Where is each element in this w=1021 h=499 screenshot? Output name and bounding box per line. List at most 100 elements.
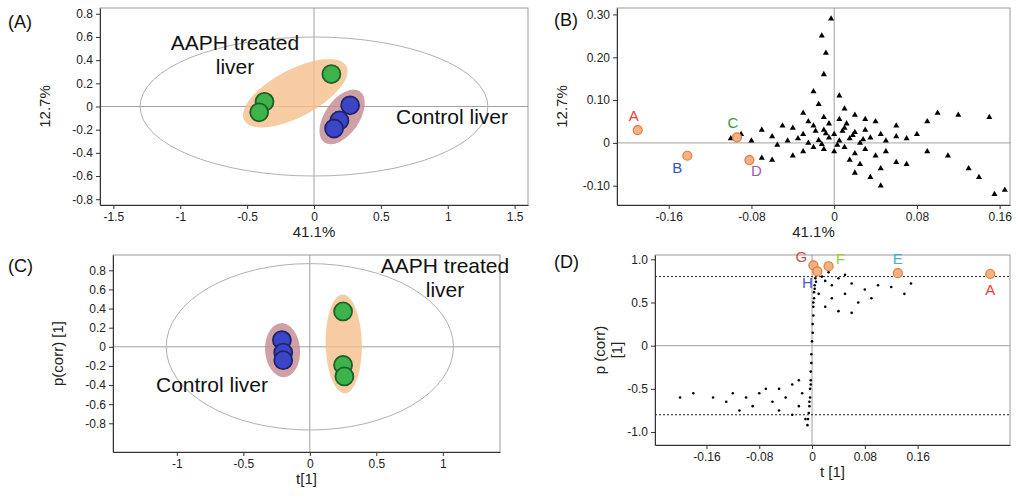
- y-axis-tick: 0.20: [587, 51, 617, 65]
- y-axis-tick-label: 0: [86, 100, 93, 114]
- data-point: [800, 131, 806, 136]
- y-axis-tick: 1.0: [631, 253, 655, 267]
- x-axis-tick: 1.5: [507, 205, 524, 224]
- x-axis-tick-label: -0.08: [738, 210, 766, 224]
- x-axis-tick: 0: [831, 205, 838, 224]
- plot-area: [100, 8, 528, 205]
- y-axis-tick-label: -0.4: [85, 378, 106, 392]
- data-point: [811, 340, 814, 343]
- x-axis-tick-mark: [113, 205, 114, 209]
- reference-line: [655, 345, 1010, 346]
- y-axis-line: [617, 9, 618, 206]
- data-point: [738, 409, 741, 412]
- series: [334, 302, 353, 385]
- data-point: [759, 127, 765, 132]
- data-point: [813, 287, 816, 290]
- group-region: [325, 294, 363, 394]
- x-axis-title: 41.1%: [293, 223, 336, 240]
- x-axis-tick: -1: [172, 452, 183, 471]
- y-axis-tick-mark: [96, 176, 100, 177]
- y-axis: 0.80.60.40.20-0.2-0.4-0.6-0.8: [85, 256, 113, 453]
- plot-area: [113, 255, 500, 452]
- x-axis-tick-label: 0.5: [373, 210, 390, 224]
- data-point: [745, 396, 748, 399]
- data-point: [765, 388, 768, 391]
- x-axis-tick-label: 0.16: [988, 210, 1012, 224]
- group-label-line: liver: [216, 55, 255, 78]
- data-point: [812, 301, 815, 304]
- data-point: [250, 103, 268, 121]
- x-axis-tick-label: 1.5: [507, 210, 524, 224]
- x-axis-tick-mark: [180, 205, 181, 209]
- panel-label: (B): [554, 10, 578, 30]
- plot-frame: [655, 255, 1010, 445]
- x-axis-tick-mark: [706, 445, 707, 449]
- y-axis-tick-mark: [96, 153, 100, 154]
- data-point: [821, 146, 827, 151]
- y-axis-tick-label: 0.4: [89, 302, 106, 316]
- y-axis-tick: -1.0: [627, 425, 655, 439]
- x-axis-tick-mark: [917, 205, 918, 209]
- data-point: [751, 405, 754, 408]
- y-axis-tick: -0.6: [72, 169, 100, 183]
- y-axis-tick-mark: [96, 14, 100, 15]
- data-point: [831, 297, 834, 300]
- y-axis-tick-mark: [109, 423, 113, 424]
- x-axis-tick: 0: [307, 452, 314, 471]
- y-axis-tick-mark: [109, 270, 113, 271]
- y-axis-tick: -0.5: [627, 382, 655, 396]
- data-point: [809, 396, 812, 399]
- data-point: [883, 148, 889, 153]
- x-axis-tick-label: -0.08: [746, 450, 774, 464]
- data-point: [873, 152, 879, 157]
- plot-frame: [113, 255, 500, 452]
- y-axis-tick-mark: [96, 60, 100, 61]
- data-point: [785, 137, 791, 142]
- x-axis-tick: 0.08: [854, 445, 878, 464]
- series: [273, 331, 292, 369]
- group-label: AAPH treatedliver: [381, 254, 509, 301]
- plot-frame: [100, 8, 528, 205]
- data-point: [836, 116, 842, 121]
- data-point: [986, 114, 992, 119]
- data-point: [910, 282, 913, 285]
- y-axis-tick: -0.10: [583, 179, 617, 193]
- data-point: [817, 293, 820, 296]
- point-label: C: [728, 114, 739, 131]
- data-point: [814, 277, 817, 280]
- data-point: [806, 424, 809, 427]
- data-point: [812, 306, 815, 309]
- y-axis-tick-label: -1.0: [627, 425, 648, 439]
- data-point: [771, 401, 774, 404]
- y-axis-tick-label: -0.8: [85, 417, 106, 431]
- x-axis-tick-label: 0: [307, 457, 314, 471]
- reference-line: [834, 8, 835, 205]
- y-axis-title-line: [1]: [608, 342, 625, 359]
- reference-line: [309, 255, 310, 452]
- data-point: [844, 274, 847, 277]
- series: [679, 267, 913, 427]
- data-point: [810, 88, 816, 93]
- reference-line: [617, 142, 1010, 143]
- data-point: [877, 284, 880, 287]
- x-axis-title: t [1]: [820, 463, 845, 480]
- x-axis-tick-mark: [314, 205, 315, 209]
- point-label: E: [893, 250, 903, 267]
- plot-area: [617, 8, 1010, 205]
- data-point: [813, 127, 819, 132]
- highlight-point: [732, 133, 741, 142]
- data-point: [819, 141, 825, 146]
- data-point: [862, 127, 868, 132]
- y-axis-title: p(corr) [1]: [49, 321, 66, 386]
- data-point: [334, 302, 352, 320]
- x-axis-tick: -1.5: [104, 205, 125, 224]
- y-axis-tick-label: 0.30: [587, 8, 611, 22]
- y-axis-tick-label: 0.6: [89, 283, 106, 297]
- data-point: [883, 137, 889, 142]
- panel-label: (C): [8, 256, 33, 276]
- y-axis-tick: -0.2: [85, 359, 113, 373]
- data-point: [791, 413, 794, 416]
- data-point: [904, 135, 910, 140]
- data-point: [725, 401, 728, 404]
- y-axis-tick-label: -0.2: [72, 123, 93, 137]
